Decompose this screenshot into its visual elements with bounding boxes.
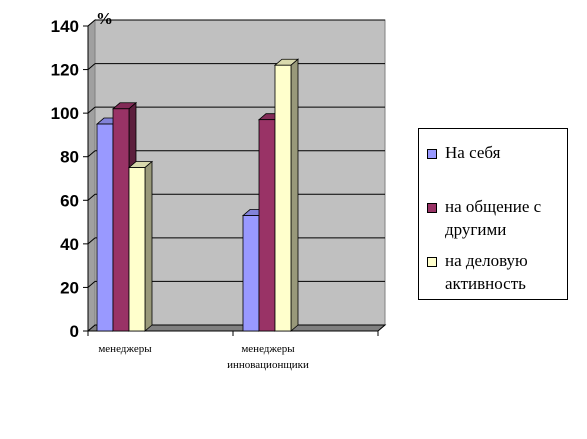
bar [112,108,130,332]
y-tick-label: 20 [60,278,79,297]
x-tick-label: менеджеры [98,343,152,355]
bar-side [144,160,153,332]
legend-swatch-na-sebya [427,149,437,159]
y-tick-label: 40 [60,235,79,254]
bar [258,119,276,332]
y-tick-label: 100 [51,104,79,123]
legend-label-na-sebya: На себя [445,143,501,162]
legend-swatch-delovaya [427,257,437,267]
bar [274,64,292,332]
y-tick-label: 140 [51,17,79,36]
y-axis-unit-label: % [96,9,113,28]
gridline-side [87,106,96,114]
legend-label-obshchenie: на общение с другими [445,197,542,239]
legend-label-delovaya: на деловую активность [445,251,528,293]
bar [242,215,260,332]
gridline-side [87,237,96,245]
legend-swatch-obshchenie [427,203,437,213]
y-tick-label: 0 [70,322,79,341]
y-tick-label: 60 [60,191,79,210]
bar [96,123,114,332]
gridline-side [87,193,96,201]
gridline-side [87,150,96,158]
gridline-side [87,19,96,27]
x-tick-label: менеджеры инновационщики [227,343,309,371]
chart-legend: На себя на общение с другими на деловую … [418,128,568,300]
gridline-side [87,63,96,70]
gridline-side [87,281,96,288]
y-tick-label: 80 [60,148,79,167]
bar-side [290,58,299,332]
y-tick-label: 120 [51,61,79,80]
bar [128,167,146,332]
